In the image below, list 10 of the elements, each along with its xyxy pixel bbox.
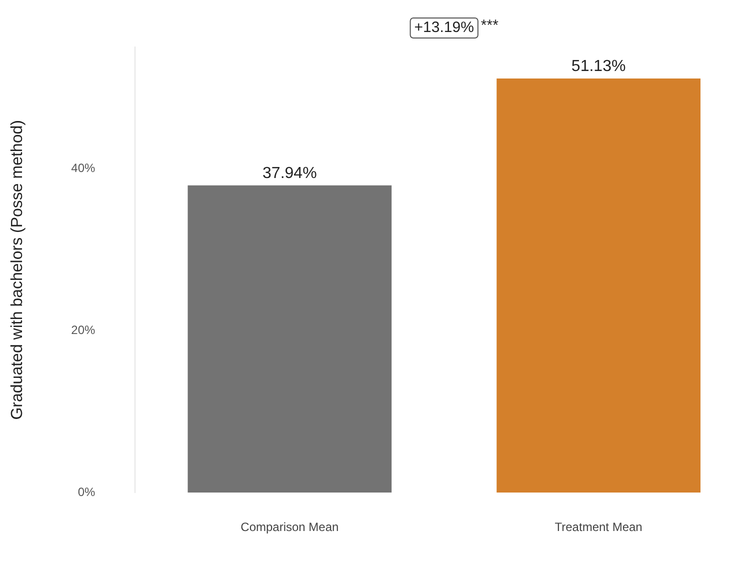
y-tick-label: 20%: [71, 322, 96, 337]
x-tick-label: Comparison Mean: [240, 520, 339, 534]
y-tick-label: 0%: [78, 484, 96, 499]
data-label: 37.94%: [262, 164, 317, 182]
x-tick-label: Treatment Mean: [554, 520, 642, 534]
text: +13.19%: [414, 19, 474, 36]
text: ***: [480, 17, 499, 34]
y-tick-label: 40%: [71, 160, 96, 175]
y-axis-title: Graduated with bachelors (Posse method): [9, 120, 26, 420]
data-label: 51.13%: [571, 58, 626, 75]
